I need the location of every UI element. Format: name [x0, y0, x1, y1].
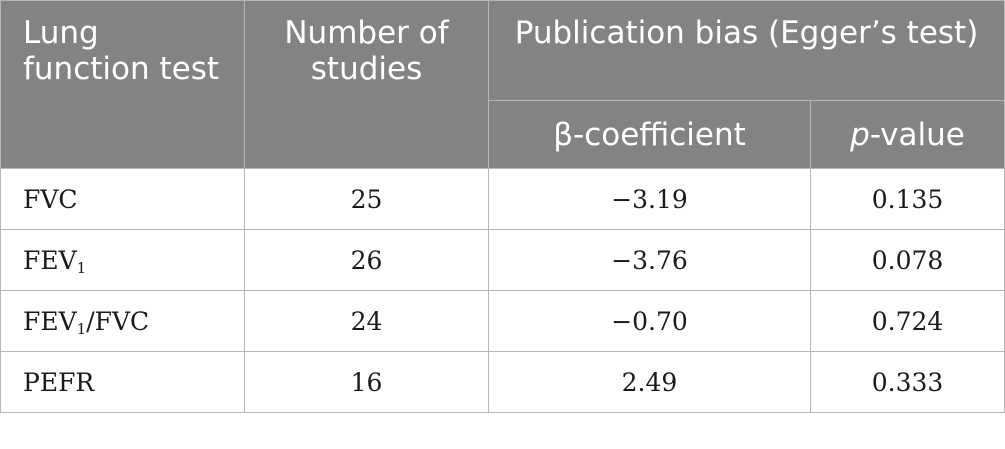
header-p-italic: p — [850, 117, 870, 153]
header-lung-function-test: Lung function test — [0, 0, 245, 169]
cell-test: FEV1 — [0, 229, 245, 291]
header-p-rest: -value — [869, 117, 965, 153]
cell-test: FEV1/FVC — [0, 290, 245, 352]
header-p-value: p-value — [809, 100, 1005, 169]
table-body: FVC 25 −3.19 0.135 FEV1 26 −3.76 0.078 F… — [0, 168, 1005, 413]
test-base: FEV — [23, 306, 77, 336]
header-number-of-studies: Number of studies — [244, 0, 489, 169]
cell-studies: 26 — [244, 229, 489, 291]
cell-beta: −3.76 — [488, 229, 811, 291]
cell-studies: 16 — [244, 351, 489, 413]
test-subscript: 1 — [76, 258, 87, 277]
header-publication-bias: Publication bias (Egger’s test) — [487, 0, 1005, 101]
cell-p-value: 0.724 — [809, 290, 1005, 352]
test-base: FVC — [23, 184, 78, 214]
header-row: Lung function test Number of studies Pub… — [0, 0, 1005, 169]
table-row: PEFR 16 2.49 0.333 — [0, 351, 1005, 413]
cell-p-value: 0.078 — [809, 229, 1005, 291]
table-row: FEV1 26 −3.76 0.078 — [0, 229, 1005, 291]
test-base: FEV — [23, 245, 77, 275]
subheader-row: β-coefficient p-value — [1, 100, 1005, 169]
cell-studies: 24 — [244, 290, 489, 352]
test-subscript: 1 — [76, 319, 87, 338]
cell-beta: 2.49 — [488, 351, 811, 413]
cell-test: PEFR — [0, 351, 245, 413]
header-beta-coefficient: β-coefficient — [488, 100, 811, 169]
test-suffix: /FVC — [86, 306, 150, 336]
cell-test: FVC — [0, 168, 245, 230]
cell-studies: 25 — [244, 168, 489, 230]
cell-p-value: 0.333 — [809, 351, 1005, 413]
table-row: FEV1/FVC 24 −0.70 0.724 — [0, 290, 1005, 352]
cell-beta: −3.19 — [488, 168, 811, 230]
test-base: PEFR — [23, 367, 95, 397]
cell-p-value: 0.135 — [809, 168, 1005, 230]
table-header: Lung function test Number of studies Pub… — [0, 0, 1005, 169]
table-row: FVC 25 −3.19 0.135 — [0, 168, 1005, 230]
cell-beta: −0.70 — [488, 290, 811, 352]
egger-test-table: Lung function test Number of studies Pub… — [0, 0, 1005, 413]
